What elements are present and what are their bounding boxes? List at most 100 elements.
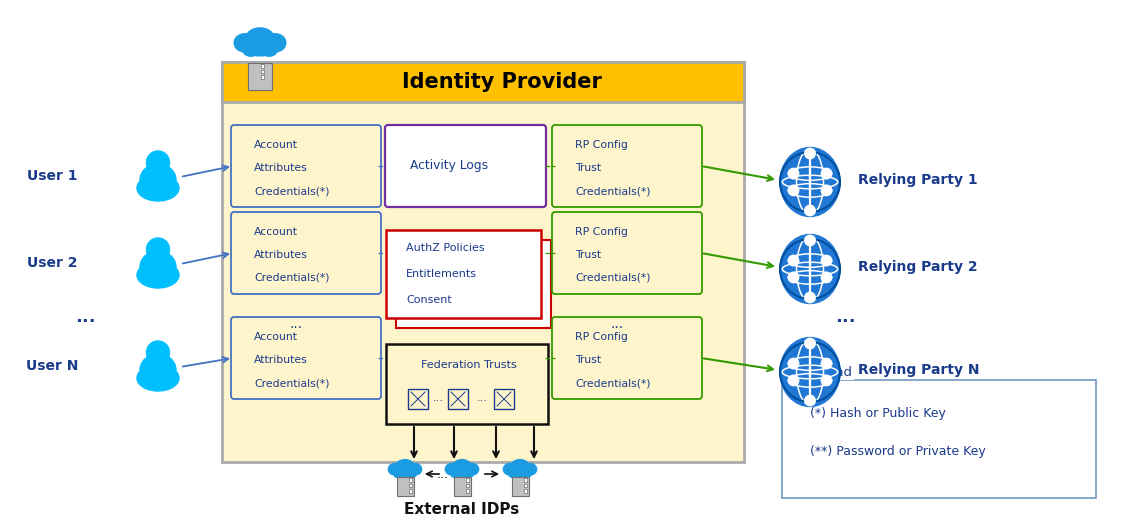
Text: Legend: Legend: [804, 366, 853, 379]
Text: (*) Hash or Public Key: (*) Hash or Public Key: [811, 408, 946, 420]
Text: AuthZ Policies: AuthZ Policies: [406, 243, 484, 253]
Bar: [261, 75, 263, 79]
Bar: [782, 380, 1096, 498]
Circle shape: [788, 255, 799, 266]
Ellipse shape: [245, 28, 275, 50]
Ellipse shape: [389, 463, 401, 475]
Bar: [524, 489, 528, 493]
Text: User 2: User 2: [26, 256, 78, 270]
Text: Trust: Trust: [575, 250, 601, 260]
Bar: [448, 389, 469, 409]
Circle shape: [805, 148, 815, 159]
Bar: [466, 478, 470, 482]
Text: Identity Provider: Identity Provider: [402, 72, 602, 92]
Bar: [386, 344, 548, 424]
Circle shape: [788, 358, 799, 369]
Circle shape: [821, 375, 832, 386]
Text: External IDPs: External IDPs: [405, 503, 520, 518]
Bar: [408, 389, 428, 409]
Circle shape: [821, 358, 832, 369]
FancyBboxPatch shape: [385, 125, 546, 207]
Text: Credentials(*): Credentials(*): [575, 273, 651, 283]
Circle shape: [788, 168, 799, 179]
Ellipse shape: [465, 463, 479, 475]
Text: Attributes: Attributes: [254, 250, 308, 260]
Circle shape: [788, 185, 799, 195]
Ellipse shape: [520, 468, 531, 478]
Circle shape: [821, 185, 832, 195]
Text: RP Config: RP Config: [575, 227, 628, 237]
Ellipse shape: [260, 41, 278, 56]
Text: ...: ...: [437, 467, 449, 481]
Ellipse shape: [406, 468, 416, 478]
Bar: [466, 484, 470, 487]
Bar: [524, 478, 528, 482]
Ellipse shape: [140, 251, 176, 283]
Text: Trust: Trust: [575, 355, 601, 365]
Ellipse shape: [780, 337, 840, 407]
Text: Credentials(*): Credentials(*): [254, 378, 329, 388]
Circle shape: [147, 238, 170, 261]
Circle shape: [805, 205, 815, 216]
Bar: [454, 476, 471, 496]
Text: Attributes: Attributes: [254, 355, 308, 365]
Circle shape: [821, 255, 832, 266]
Ellipse shape: [137, 175, 179, 201]
Circle shape: [788, 272, 799, 282]
Bar: [466, 489, 470, 493]
Ellipse shape: [244, 42, 276, 56]
Bar: [409, 478, 413, 482]
Ellipse shape: [453, 460, 471, 474]
Ellipse shape: [408, 463, 422, 475]
Bar: [397, 476, 414, 496]
Text: Account: Account: [254, 140, 298, 150]
Bar: [409, 489, 413, 493]
Text: Consent: Consent: [406, 295, 451, 305]
Ellipse shape: [451, 469, 472, 478]
Text: Attributes: Attributes: [254, 163, 308, 173]
Text: Trust: Trust: [575, 163, 601, 173]
Text: Credentials(*): Credentials(*): [254, 273, 329, 283]
Ellipse shape: [242, 41, 260, 56]
Ellipse shape: [511, 460, 529, 474]
Text: Credentials(*): Credentials(*): [254, 186, 329, 196]
Ellipse shape: [396, 460, 414, 474]
Text: Credentials(*): Credentials(*): [575, 186, 651, 196]
Text: ...: ...: [456, 467, 469, 481]
Circle shape: [805, 235, 815, 246]
Text: User N: User N: [26, 359, 79, 373]
Circle shape: [788, 375, 799, 386]
Bar: [512, 476, 529, 496]
Circle shape: [821, 168, 832, 179]
Text: ...: ...: [290, 317, 302, 331]
Circle shape: [147, 341, 170, 364]
Text: ...: ...: [75, 308, 96, 326]
Bar: [249, 62, 272, 90]
Bar: [386, 230, 542, 318]
Ellipse shape: [510, 469, 530, 478]
Text: Entitlements: Entitlements: [406, 269, 477, 279]
Ellipse shape: [446, 463, 458, 475]
Text: User 1: User 1: [26, 169, 78, 183]
Ellipse shape: [780, 147, 840, 216]
Circle shape: [805, 292, 815, 303]
Bar: [409, 484, 413, 487]
Text: Relying Party 2: Relying Party 2: [858, 260, 978, 274]
Ellipse shape: [780, 235, 840, 303]
Circle shape: [147, 151, 170, 174]
Ellipse shape: [508, 468, 520, 478]
Bar: [222, 62, 744, 102]
Text: RP Config: RP Config: [575, 332, 628, 342]
Ellipse shape: [234, 34, 254, 52]
Ellipse shape: [140, 164, 176, 196]
Text: Account: Account: [254, 332, 298, 342]
Text: ...: ...: [610, 317, 624, 331]
Bar: [524, 484, 528, 487]
Circle shape: [805, 339, 815, 348]
Text: Activity Logs: Activity Logs: [410, 158, 488, 171]
Ellipse shape: [523, 463, 537, 475]
Ellipse shape: [504, 463, 516, 475]
Bar: [261, 70, 263, 73]
Ellipse shape: [450, 468, 462, 478]
Ellipse shape: [266, 34, 286, 52]
